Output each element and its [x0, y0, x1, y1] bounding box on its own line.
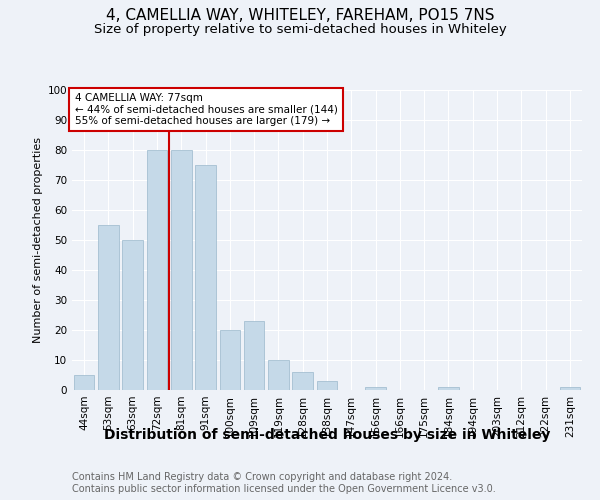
Bar — [317, 381, 337, 390]
Text: Contains public sector information licensed under the Open Government Licence v3: Contains public sector information licen… — [72, 484, 496, 494]
Text: 4 CAMELLIA WAY: 77sqm
← 44% of semi-detached houses are smaller (144)
55% of sem: 4 CAMELLIA WAY: 77sqm ← 44% of semi-deta… — [74, 93, 337, 126]
Text: Size of property relative to semi-detached houses in Whiteley: Size of property relative to semi-detach… — [94, 22, 506, 36]
Bar — [146, 150, 167, 390]
Bar — [244, 321, 265, 390]
Bar — [74, 375, 94, 390]
Bar — [220, 330, 240, 390]
Bar — [171, 150, 191, 390]
Bar — [122, 240, 143, 390]
Bar — [438, 387, 459, 390]
Bar — [268, 360, 289, 390]
Text: 4, CAMELLIA WAY, WHITELEY, FAREHAM, PO15 7NS: 4, CAMELLIA WAY, WHITELEY, FAREHAM, PO15… — [106, 8, 494, 22]
Text: Contains HM Land Registry data © Crown copyright and database right 2024.: Contains HM Land Registry data © Crown c… — [72, 472, 452, 482]
Bar — [560, 387, 580, 390]
Y-axis label: Number of semi-detached properties: Number of semi-detached properties — [34, 137, 43, 343]
Bar — [98, 225, 119, 390]
Bar — [292, 372, 313, 390]
Bar — [195, 165, 216, 390]
Text: Distribution of semi-detached houses by size in Whiteley: Distribution of semi-detached houses by … — [104, 428, 550, 442]
Bar — [365, 387, 386, 390]
